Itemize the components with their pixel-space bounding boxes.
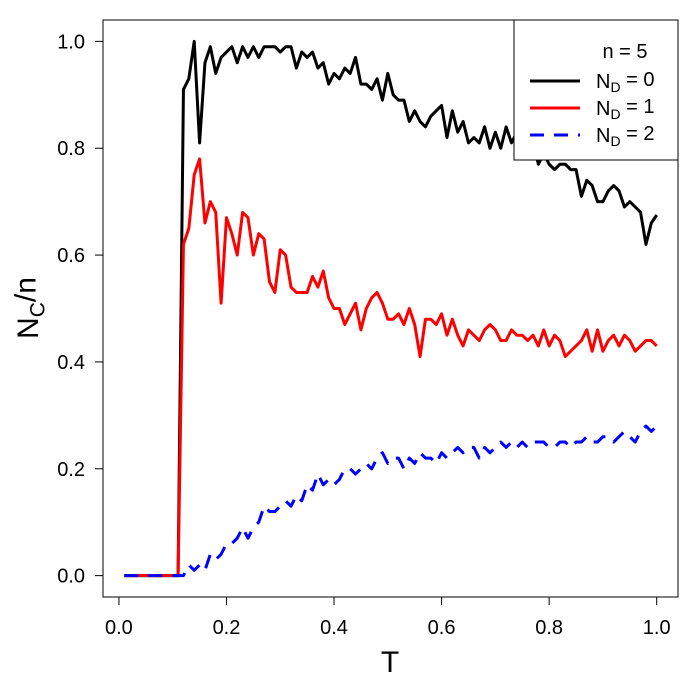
y-tick-label: 0.6 (57, 245, 85, 267)
y-tick-label: 0.0 (57, 566, 85, 588)
legend-label: ND = 1 (596, 96, 655, 122)
x-tick-label: 0.2 (213, 617, 241, 639)
y-tick-label: 0.8 (57, 138, 85, 160)
series-line (124, 39, 658, 578)
x-tick-label: 0.4 (320, 617, 348, 639)
x-tick-label: 1.0 (643, 617, 671, 639)
y-tick-label: 1.0 (57, 31, 85, 53)
x-axis-label: T (381, 646, 399, 679)
x-tick-label: 0.0 (105, 617, 133, 639)
x-tick-label: 0.6 (428, 617, 456, 639)
y-tick-label: 0.2 (57, 459, 85, 481)
legend-label: ND = 0 (596, 69, 655, 95)
legend-label: ND = 2 (596, 123, 655, 149)
legend-title: n = 5 (602, 41, 647, 63)
series-line (124, 157, 658, 578)
y-axis-label: NC/n (9, 277, 49, 339)
legend-box (513, 19, 679, 161)
x-tick-label: 0.8 (535, 617, 563, 639)
series-line (124, 424, 658, 578)
y-tick-label: 0.4 (57, 352, 85, 374)
